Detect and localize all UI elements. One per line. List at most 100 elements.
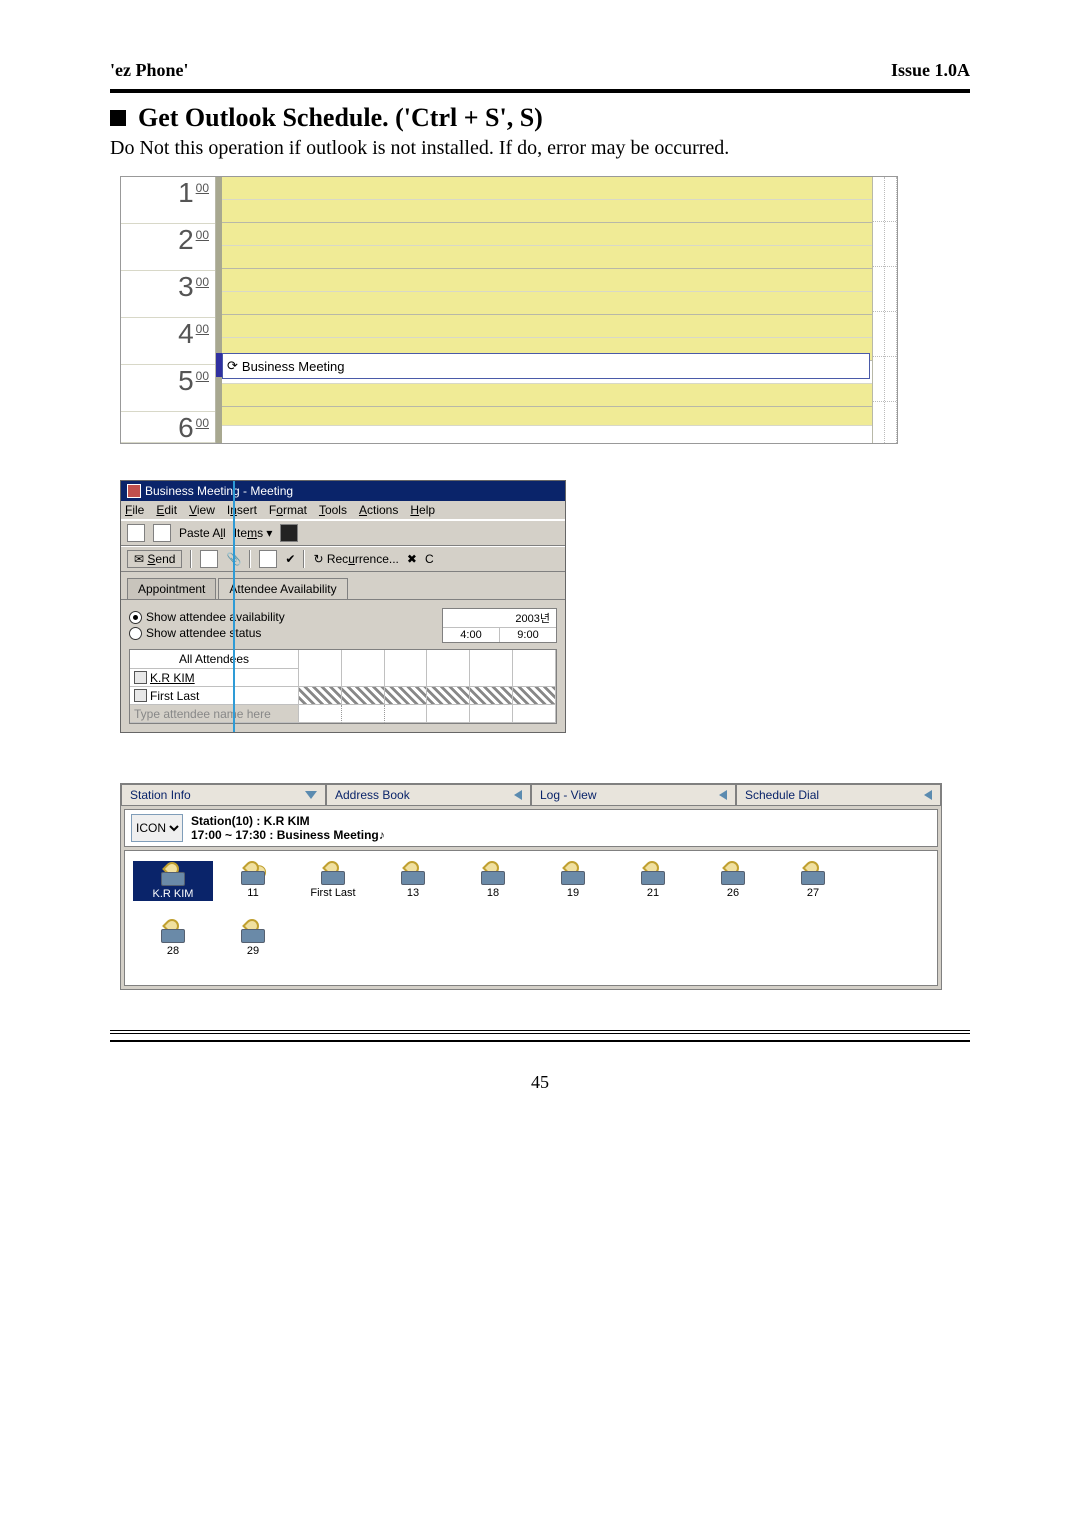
menu-view[interactable]: View: [189, 503, 215, 517]
more-label: C: [425, 552, 434, 566]
paste-all-button[interactable]: Paste All: [179, 526, 226, 540]
toolbar-row-1: Paste All Items ▾: [121, 520, 565, 546]
station-icon[interactable]: 28: [133, 919, 213, 957]
guide-line: [233, 481, 235, 732]
items-dropdown[interactable]: Items ▾: [234, 526, 273, 540]
calendar-right-strip: [872, 177, 897, 443]
phone-icon: [159, 919, 187, 943]
attendee-row[interactable]: K.R KIM: [130, 669, 299, 687]
hour-label: 4: [178, 320, 194, 348]
station-icon[interactable]: K.R KIM: [133, 861, 213, 901]
station-icon[interactable]: 18: [453, 861, 533, 901]
cancel-icon[interactable]: ✖: [407, 552, 417, 566]
phone-icon: [239, 919, 267, 943]
menu-format[interactable]: Format: [269, 503, 307, 517]
recurrence-icon: ⟳: [227, 358, 238, 374]
tab-log-view[interactable]: Log - View: [531, 784, 736, 806]
print-icon[interactable]: [200, 550, 218, 568]
attendee-input[interactable]: Type attendee name here: [130, 705, 299, 723]
calendar-day-column[interactable]: ⟳ Business Meeting: [216, 177, 872, 443]
copy-icon[interactable]: [127, 524, 145, 542]
station-icon[interactable]: 29: [213, 919, 293, 957]
radio-status[interactable]: Show attendee status: [129, 626, 422, 640]
radio-label: Show attendee status: [146, 626, 261, 640]
menu-file[interactable]: File: [125, 503, 144, 517]
menu-tools[interactable]: Tools: [319, 503, 347, 517]
station-line: Station(10) : K.R KIM: [191, 814, 310, 828]
attendee-row[interactable]: First Last: [130, 687, 299, 705]
menu-actions[interactable]: Actions: [359, 503, 398, 517]
chevron-left-icon: [719, 790, 727, 800]
station-label: 19: [533, 887, 613, 899]
check-icon[interactable]: ✔: [285, 552, 295, 566]
calendar-time-column: 100 200 300 400 500 600: [121, 177, 216, 443]
attendee-grid: All Attendees K.R KIM First Last Type at…: [129, 649, 557, 724]
attendee-name: First Last: [150, 689, 199, 703]
station-icon[interactable]: 11: [213, 861, 293, 901]
section-title: Get Outlook Schedule. ('Ctrl + S', S): [138, 103, 543, 133]
tab-schedule-dial[interactable]: Schedule Dial: [736, 784, 941, 806]
station-icon[interactable]: 26: [693, 861, 773, 901]
icon-dropdown[interactable]: ICON: [131, 814, 183, 842]
footer-rule: [110, 1030, 970, 1042]
chevron-left-icon: [924, 790, 932, 800]
tab-label: Address Book: [335, 788, 410, 802]
menu-bar[interactable]: File Edit View Insert Format Tools Actio…: [121, 501, 565, 520]
outlook-calendar: 100 200 300 400 500 600 ⟳ Business Meeti…: [120, 176, 898, 444]
radio-icon: [129, 627, 142, 640]
window-titlebar[interactable]: Business Meeting - Meeting: [121, 481, 565, 501]
window-title: Business Meeting - Meeting: [145, 484, 293, 498]
station-info-bar: ICON Station(10) : K.R KIM 17:00 ~ 17:30…: [124, 809, 938, 847]
station-label: 11: [213, 887, 293, 899]
tab-label: Schedule Dial: [745, 788, 819, 802]
min-label: 00: [196, 416, 209, 430]
tab-address-book[interactable]: Address Book: [326, 784, 531, 806]
min-label: 00: [196, 369, 209, 383]
tab-station-info[interactable]: Station Info: [121, 784, 326, 806]
chevron-down-icon: [305, 791, 317, 799]
phone-icon: [319, 861, 347, 885]
menu-insert[interactable]: Insert: [227, 503, 257, 517]
radio-availability[interactable]: Show attendee availability: [129, 610, 422, 624]
station-icon[interactable]: First Last: [293, 861, 373, 901]
station-icon[interactable]: 13: [373, 861, 453, 901]
date-header: 2003년: [443, 609, 556, 628]
calendar-event[interactable]: ⟳ Business Meeting: [222, 353, 870, 379]
radio-label: Show attendee availability: [146, 610, 285, 624]
tab-label: Log - View: [540, 788, 596, 802]
envelope-icon: [134, 671, 147, 684]
recurrence-button[interactable]: ↻ Recurrence...: [313, 552, 398, 566]
min-label: 00: [196, 181, 209, 195]
station-icon[interactable]: 19: [533, 861, 613, 901]
phone-icon: [639, 861, 667, 885]
doc-header-right: Issue 1.0A: [891, 60, 970, 81]
paste-icon[interactable]: [153, 524, 171, 542]
station-label: 28: [133, 945, 213, 957]
column-header-attendees: All Attendees: [130, 650, 299, 669]
tab-label: Station Info: [130, 788, 191, 802]
toolbar-row-2: ✉ Send 📎 ✔ ↻ Recurrence... ✖ C: [121, 546, 565, 572]
page-number: 45: [110, 1072, 970, 1093]
station-label: 21: [613, 887, 693, 899]
menu-edit[interactable]: Edit: [156, 503, 177, 517]
event-label: Business Meeting: [242, 359, 345, 374]
station-icon[interactable]: 27: [773, 861, 853, 901]
tab-appointment[interactable]: Appointment: [127, 578, 216, 599]
chevron-left-icon: [514, 790, 522, 800]
section-bullet-icon: [110, 110, 126, 126]
envelope-icon: [134, 689, 147, 702]
tab-attendee-availability[interactable]: Attendee Availability: [218, 578, 347, 599]
station-label: 26: [693, 887, 773, 899]
phone-icon: [719, 861, 747, 885]
addressbook-icon[interactable]: [259, 550, 277, 568]
phone-icon: [159, 862, 187, 886]
min-label: 00: [196, 275, 209, 289]
station-icon[interactable]: 21: [613, 861, 693, 901]
outlook-meeting-window: Business Meeting - Meeting File Edit Vie…: [120, 480, 566, 733]
menu-help[interactable]: Help: [410, 503, 435, 517]
delete-icon[interactable]: [280, 524, 298, 542]
send-button[interactable]: ✉ Send: [127, 550, 182, 568]
ezphone-panel: Station Info Address Book Log - View Sch…: [120, 783, 942, 990]
attendee-placeholder: Type attendee name here: [134, 707, 271, 721]
min-label: 00: [196, 322, 209, 336]
